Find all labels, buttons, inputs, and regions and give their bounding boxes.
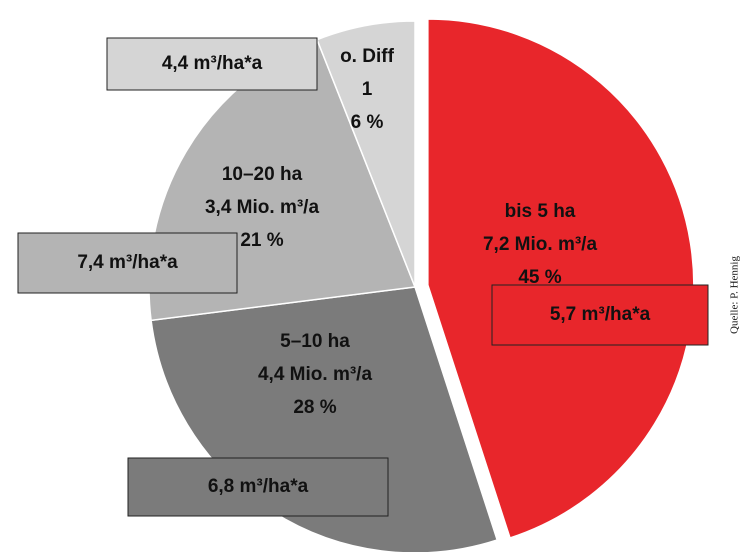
rate-label: 7,4 m³/ha*a: [77, 252, 178, 273]
slice-volume: 7,2 Mio. m³/a: [483, 234, 597, 255]
source: Quelle: P. Hennig: [729, 256, 741, 334]
slice-volume: 4,4 Mio. m³/a: [258, 364, 372, 385]
rate-label: 5,7 m³/ha*a: [550, 304, 651, 325]
slice-value-label: 45 %: [518, 267, 561, 288]
pie-slice: [427, 18, 695, 539]
slice-volume: 1: [362, 79, 373, 100]
slice-value-label: 28 %: [293, 397, 336, 418]
slice-volume: 3,4 Mio. m³/a: [205, 197, 319, 218]
slice-category: o. Diff: [340, 46, 394, 67]
slice-category: 10–20 ha: [222, 164, 303, 185]
rate-box: [17, 232, 238, 294]
slice-value-label: 21 %: [240, 230, 283, 251]
rate-box: [127, 457, 389, 517]
slice-value-label: 6 %: [351, 112, 384, 133]
slice-category: 5–10 ha: [280, 331, 350, 352]
rate-box: [106, 37, 318, 91]
slice-category: bis 5 ha: [505, 201, 576, 222]
rate-box: [491, 284, 709, 346]
rate-label: 4,4 m³/ha*a: [162, 53, 263, 74]
rate-label: 6,8 m³/ha*a: [208, 476, 309, 497]
